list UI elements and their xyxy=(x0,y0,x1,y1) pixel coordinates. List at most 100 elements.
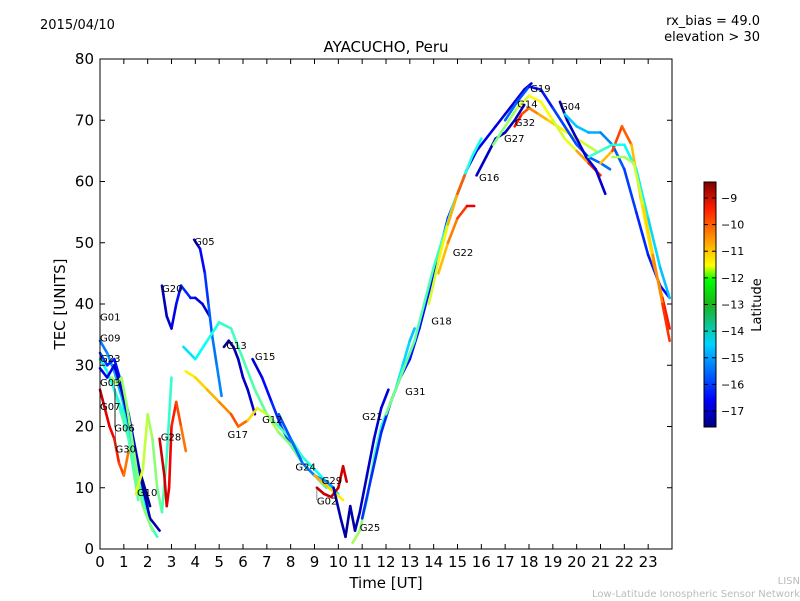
elevation-label: elevation > 30 xyxy=(664,30,760,45)
trace-segment xyxy=(418,290,431,330)
satellite-label-g20: G20 xyxy=(162,284,182,295)
trace-segment xyxy=(124,400,133,434)
trace-segment xyxy=(255,406,269,416)
y-tick-label: 50 xyxy=(75,234,94,252)
trace-segment xyxy=(584,155,598,171)
trace-segment xyxy=(470,137,483,159)
colorbar-tick-label: −10 xyxy=(721,219,744,232)
colorbar-tick-label: −16 xyxy=(721,378,744,391)
trace-segment xyxy=(113,363,123,392)
trace-segment xyxy=(620,125,633,147)
trace-segment xyxy=(379,388,390,410)
trace-segment xyxy=(120,394,130,428)
trace-segment xyxy=(344,504,352,539)
trace-segment xyxy=(141,486,152,520)
x-tick-label: 18 xyxy=(519,553,538,571)
colorbar-tick-label: −14 xyxy=(721,325,744,338)
trace-segment xyxy=(325,480,335,490)
satellite-label-g32: G32 xyxy=(515,118,535,129)
satellite-label-g16: G16 xyxy=(479,173,499,184)
colorbar-tick-label: −13 xyxy=(721,299,744,312)
x-tick-label: 11 xyxy=(353,553,372,571)
trace-segment xyxy=(594,167,607,196)
trace-segment xyxy=(515,94,531,110)
x-tick-label: 20 xyxy=(567,553,586,571)
trace-segment xyxy=(358,474,369,514)
trace-segment xyxy=(205,321,221,343)
satellite-traces xyxy=(98,82,671,545)
trace-segment xyxy=(527,85,543,91)
trace-segment xyxy=(372,425,383,459)
trace-segment xyxy=(332,486,343,520)
trace-segment xyxy=(341,465,348,483)
trace-segment xyxy=(98,339,109,355)
trace-segment xyxy=(203,272,210,306)
satellite-label-g02: G02 xyxy=(317,496,337,507)
trace-segment xyxy=(105,363,116,379)
trace-segment xyxy=(437,241,450,275)
satellite-label-g22: G22 xyxy=(453,248,473,259)
satellite-label-leaders xyxy=(99,316,318,501)
y-tick-label: 60 xyxy=(75,173,94,191)
trace-segment xyxy=(456,204,469,220)
satellite-label-g24: G24 xyxy=(295,462,315,473)
trace-segment xyxy=(120,376,128,404)
trace-segment xyxy=(599,161,612,171)
trace-segment xyxy=(563,125,578,147)
trace-segment xyxy=(165,486,171,508)
trace-segment xyxy=(642,204,655,257)
trace-segment xyxy=(651,253,664,306)
lisn-long: Low-Latitude Ionospheric Sensor Network xyxy=(592,589,800,600)
x-ticks: 0 1 2 3 4 5 6 7 8 9 10 11 12 13 14 15 16 17 18 19 20 21 22 23 xyxy=(95,59,658,571)
trace-segment xyxy=(484,125,497,140)
bias-info: rx_bias = 49.0 elevation > 30 xyxy=(664,14,760,46)
satellite-label-g25: G25 xyxy=(360,523,380,534)
trace-g30b xyxy=(611,155,671,343)
x-tick-label: 14 xyxy=(424,553,443,571)
x-tick-label: 6 xyxy=(238,553,248,571)
trace-segment xyxy=(158,437,166,477)
trace-segment xyxy=(422,265,435,306)
colorbar-ticks: −9 −10 −11 −12 −13 −14 −15 −16 −17 xyxy=(704,192,744,418)
trace-segment xyxy=(370,431,383,477)
trace-segment xyxy=(513,103,526,122)
trace-segment xyxy=(513,112,524,128)
trace-segment xyxy=(503,118,517,134)
trace-segment xyxy=(246,388,257,416)
trace-segment xyxy=(353,510,362,532)
trace-segment xyxy=(192,238,202,251)
trace-segment xyxy=(372,406,383,441)
x-tick-label: 8 xyxy=(286,553,296,571)
trace-segment xyxy=(151,437,159,490)
trace-g12 xyxy=(182,321,340,496)
x-tick-label: 10 xyxy=(329,553,348,571)
trace-segment xyxy=(194,376,209,392)
trace-g22 xyxy=(437,204,476,275)
x-tick-label: 12 xyxy=(376,553,395,571)
trace-segment xyxy=(122,412,130,441)
trace-segment xyxy=(105,357,116,367)
trace-segment xyxy=(611,125,624,153)
trace-segment xyxy=(98,367,109,379)
trace-segment xyxy=(334,492,345,502)
satellite-label-g30: G30 xyxy=(115,445,135,456)
trace-segment xyxy=(384,388,397,416)
trace-segment xyxy=(446,216,459,245)
trace-segment xyxy=(122,449,130,477)
trace-segment xyxy=(146,412,154,441)
satellite-label-g14: G14 xyxy=(517,100,537,111)
trace-segment xyxy=(207,302,214,336)
trace-segment xyxy=(265,412,281,434)
x-tick-label: 1 xyxy=(119,553,129,571)
trace-segment xyxy=(182,345,197,361)
trace-segment xyxy=(229,327,245,361)
chart-title: AYACUCHO, Peru xyxy=(323,38,449,56)
trace-g31 xyxy=(360,82,533,520)
x-tick-label: 4 xyxy=(191,553,201,571)
trace-segment xyxy=(320,480,331,490)
satellite-label-g06: G06 xyxy=(114,423,134,434)
satellite-label-g29: G29 xyxy=(322,476,342,487)
trace-segment xyxy=(575,137,588,159)
trace-segment xyxy=(539,88,555,110)
trace-segment xyxy=(167,425,173,490)
